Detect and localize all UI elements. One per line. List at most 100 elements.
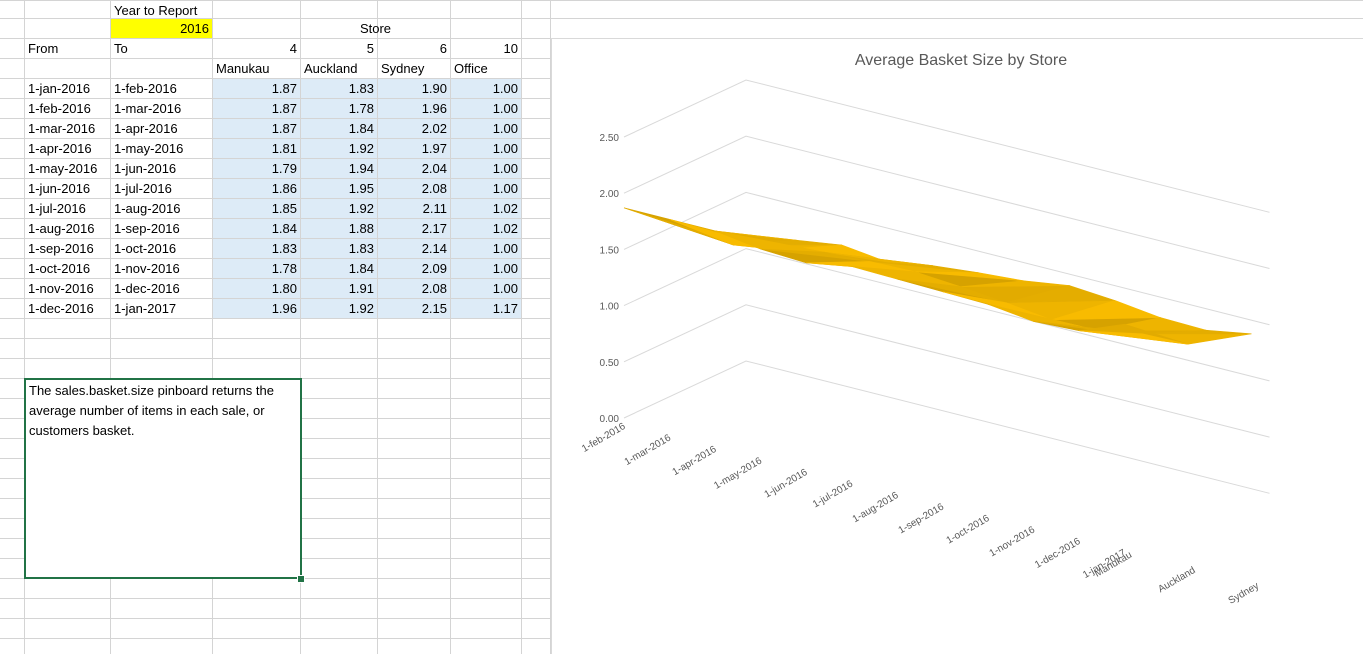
- basket-size-cell[interactable]: 1.00: [451, 99, 521, 118]
- from-date-cell[interactable]: 1-mar-2016: [28, 121, 96, 136]
- basket-size-cell[interactable]: 2.09: [378, 259, 450, 278]
- basket-size-cell[interactable]: 1.92: [301, 139, 377, 158]
- from-date-cell[interactable]: 1-jun-2016: [28, 181, 91, 196]
- basket-size-cell[interactable]: 1.83: [301, 239, 377, 258]
- to-date-cell[interactable]: 1-jul-2016: [114, 181, 172, 196]
- store-name-cell[interactable]: Sydney: [381, 61, 425, 76]
- to-header[interactable]: To: [114, 41, 128, 56]
- gridline-vertical: [521, 0, 522, 654]
- from-date-cell[interactable]: 1-oct-2016: [28, 261, 91, 276]
- to-date-cell[interactable]: 1-aug-2016: [114, 201, 181, 216]
- year-value-cell[interactable]: 2016: [111, 19, 212, 38]
- store-name-cell[interactable]: Manukau: [216, 61, 270, 76]
- basket-size-cell[interactable]: 1.88: [301, 219, 377, 238]
- surface-facet: [914, 271, 1025, 282]
- basket-size-cell[interactable]: 1.81: [213, 139, 300, 158]
- to-date-cell[interactable]: 1-jun-2016: [114, 161, 177, 176]
- store-id-cell[interactable]: 6: [439, 41, 447, 56]
- basket-size-cell[interactable]: 1.02: [451, 219, 521, 238]
- basket-size-cell[interactable]: 1.87: [213, 99, 300, 118]
- basket-size-cell[interactable]: 1.02: [451, 199, 521, 218]
- basket-size-cell[interactable]: 1.80: [213, 279, 300, 298]
- basket-size-cell[interactable]: 1.00: [451, 279, 521, 298]
- basket-size-cell[interactable]: 2.02: [378, 119, 450, 138]
- to-date-cell[interactable]: 1-oct-2016: [114, 241, 177, 256]
- basket-size-cell[interactable]: 1.87: [213, 119, 300, 138]
- from-date-cell[interactable]: 1-may-2016: [28, 161, 98, 176]
- basket-size-cell[interactable]: 2.08: [378, 279, 450, 298]
- basket-size-cell[interactable]: 1.92: [301, 299, 377, 318]
- basket-size-cell[interactable]: 1.78: [301, 99, 377, 118]
- basket-size-cell[interactable]: 1.83: [301, 79, 377, 98]
- basket-size-cell[interactable]: 1.86: [213, 179, 300, 198]
- basket-size-cell[interactable]: 1.95: [301, 179, 377, 198]
- basket-size-cell[interactable]: 1.91: [301, 279, 377, 298]
- basket-size-cell[interactable]: 1.84: [213, 219, 300, 238]
- basket-size-cell[interactable]: 1.83: [213, 239, 300, 258]
- basket-size-cell[interactable]: 2.17: [378, 219, 450, 238]
- from-date-cell[interactable]: 1-nov-2016: [28, 281, 94, 296]
- store-header-label[interactable]: Store: [359, 21, 392, 36]
- resize-handle[interactable]: [297, 575, 305, 583]
- basket-size-cell[interactable]: 1.00: [451, 239, 521, 258]
- store-id-cell[interactable]: 4: [289, 41, 297, 56]
- basket-size-cell[interactable]: 1.00: [451, 159, 521, 178]
- gridline-vertical: [212, 0, 213, 654]
- store-id-cell[interactable]: 10: [503, 41, 518, 56]
- from-date-cell[interactable]: 1-jan-2016: [28, 81, 91, 96]
- from-date-cell[interactable]: 1-jul-2016: [28, 201, 86, 216]
- from-header[interactable]: From: [28, 41, 59, 56]
- basket-size-cell[interactable]: 1.84: [301, 259, 377, 278]
- surface-facet: [1005, 285, 1116, 303]
- to-date-cell[interactable]: 1-sep-2016: [114, 221, 180, 236]
- from-date-cell[interactable]: 1-feb-2016: [28, 101, 91, 116]
- basket-size-cell[interactable]: 2.04: [378, 159, 450, 178]
- from-date-cell[interactable]: 1-sep-2016: [28, 241, 94, 256]
- surface-chart[interactable]: Average Basket Size by Store 0.00 0.50 1.00…: [551, 38, 1363, 654]
- from-date-cell[interactable]: 1-aug-2016: [28, 221, 95, 236]
- value-gridline: [623, 304, 1270, 438]
- date-axis-tick-label: 1-oct-2016: [945, 513, 992, 547]
- surface-facet: [1142, 329, 1252, 335]
- basket-size-cell[interactable]: 2.14: [378, 239, 450, 258]
- store-id-cell[interactable]: 5: [366, 41, 374, 56]
- surface-facet: [896, 278, 1007, 303]
- basket-size-cell[interactable]: 1.90: [378, 79, 450, 98]
- basket-size-cell[interactable]: 1.85: [213, 199, 300, 218]
- to-date-cell[interactable]: 1-may-2016: [114, 141, 184, 156]
- basket-size-cell[interactable]: 1.87: [213, 79, 300, 98]
- year-to-report-label[interactable]: Year to Report: [114, 3, 198, 18]
- basket-size-cell[interactable]: 1.00: [451, 259, 521, 278]
- to-date-cell[interactable]: 1-feb-2016: [114, 81, 177, 96]
- from-date-cell[interactable]: 1-dec-2016: [28, 301, 94, 316]
- to-date-cell[interactable]: 1-mar-2016: [114, 101, 182, 116]
- to-date-cell[interactable]: 1-apr-2016: [114, 121, 178, 136]
- basket-size-cell[interactable]: 1.00: [451, 119, 521, 138]
- basket-size-cell[interactable]: 1.92: [301, 199, 377, 218]
- surface-facet: [960, 280, 1070, 287]
- note-text: The sales.basket.size pinboard returns t…: [29, 383, 274, 438]
- basket-size-cell[interactable]: 1.97: [378, 139, 450, 158]
- note-text-box[interactable]: The sales.basket.size pinboard returns t…: [24, 378, 302, 579]
- basket-size-cell[interactable]: 2.11: [378, 199, 450, 218]
- basket-size-cell[interactable]: 1.00: [451, 139, 521, 158]
- basket-size-cell[interactable]: 1.96: [378, 99, 450, 118]
- basket-size-cell[interactable]: 1.94: [301, 159, 377, 178]
- basket-size-cell[interactable]: 1.96: [213, 299, 300, 318]
- to-date-cell[interactable]: 1-jan-2017: [114, 301, 177, 316]
- store-name-cell[interactable]: Auckland: [304, 61, 358, 76]
- basket-size-cell[interactable]: 2.08: [378, 179, 450, 198]
- from-date-cell[interactable]: 1-apr-2016: [28, 141, 92, 156]
- basket-size-cell[interactable]: 1.84: [301, 119, 377, 138]
- basket-size-cell[interactable]: 1.00: [451, 179, 521, 198]
- basket-size-cell[interactable]: 1.78: [213, 259, 300, 278]
- basket-size-cell[interactable]: 1.17: [451, 299, 521, 318]
- basket-size-cell[interactable]: 2.15: [378, 299, 450, 318]
- basket-size-cell[interactable]: 1.00: [451, 79, 521, 98]
- surface-facet: [869, 261, 979, 273]
- basket-size-cell[interactable]: 1.79: [213, 159, 300, 178]
- to-date-cell[interactable]: 1-dec-2016: [114, 281, 180, 296]
- value-gridline: [623, 79, 1270, 213]
- store-name-cell[interactable]: Office: [454, 61, 488, 76]
- to-date-cell[interactable]: 1-nov-2016: [114, 261, 180, 276]
